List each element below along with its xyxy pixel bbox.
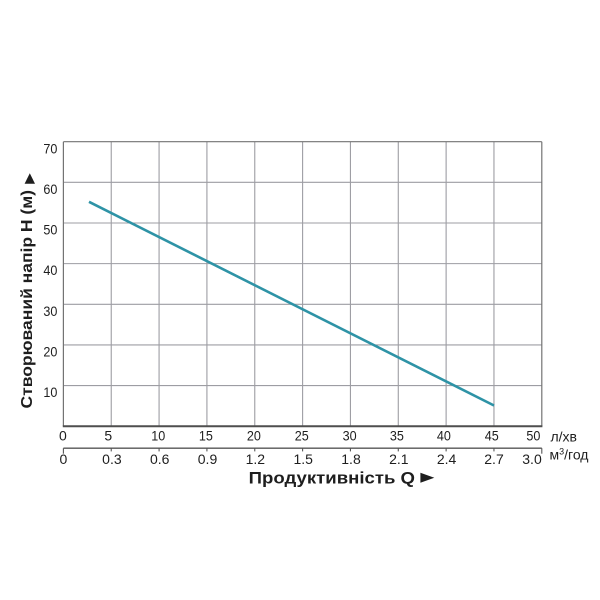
svg-text:2.7: 2.7 (484, 451, 504, 467)
svg-text:20: 20 (247, 428, 261, 444)
svg-text:1.5: 1.5 (293, 451, 313, 467)
svg-text:25: 25 (295, 428, 309, 444)
svg-text:2.4: 2.4 (437, 451, 457, 467)
svg-text:10: 10 (151, 428, 165, 444)
svg-text:0: 0 (59, 428, 67, 444)
svg-text:м3/год: м3/год (550, 447, 589, 463)
svg-text:30: 30 (343, 428, 357, 444)
svg-text:35: 35 (390, 428, 404, 444)
svg-text:5: 5 (104, 428, 112, 444)
svg-text:10: 10 (43, 384, 57, 400)
svg-text:40: 40 (437, 428, 451, 444)
svg-text:50: 50 (43, 222, 57, 238)
svg-text:0.9: 0.9 (198, 451, 218, 467)
svg-text:Створюваний напір H (м): Створюваний напір H (м) (19, 190, 36, 409)
svg-text:20: 20 (43, 344, 57, 360)
svg-text:40: 40 (43, 262, 57, 278)
svg-text:50: 50 (526, 428, 540, 444)
svg-text:2.1: 2.1 (389, 451, 409, 467)
svg-text:15: 15 (199, 428, 213, 444)
svg-text:1.2: 1.2 (246, 451, 266, 467)
svg-text:л/хв: л/хв (551, 429, 578, 445)
svg-text:1.8: 1.8 (341, 451, 361, 467)
svg-text:70: 70 (43, 140, 57, 156)
svg-text:3.0: 3.0 (522, 451, 542, 467)
svg-text:0: 0 (60, 451, 68, 467)
svg-text:0.6: 0.6 (150, 451, 170, 467)
svg-text:0.3: 0.3 (102, 451, 122, 467)
svg-text:Продуктивність Q: Продуктивність Q (249, 469, 415, 488)
svg-text:45: 45 (485, 428, 499, 444)
svg-text:60: 60 (43, 181, 57, 197)
svg-text:30: 30 (43, 303, 57, 319)
